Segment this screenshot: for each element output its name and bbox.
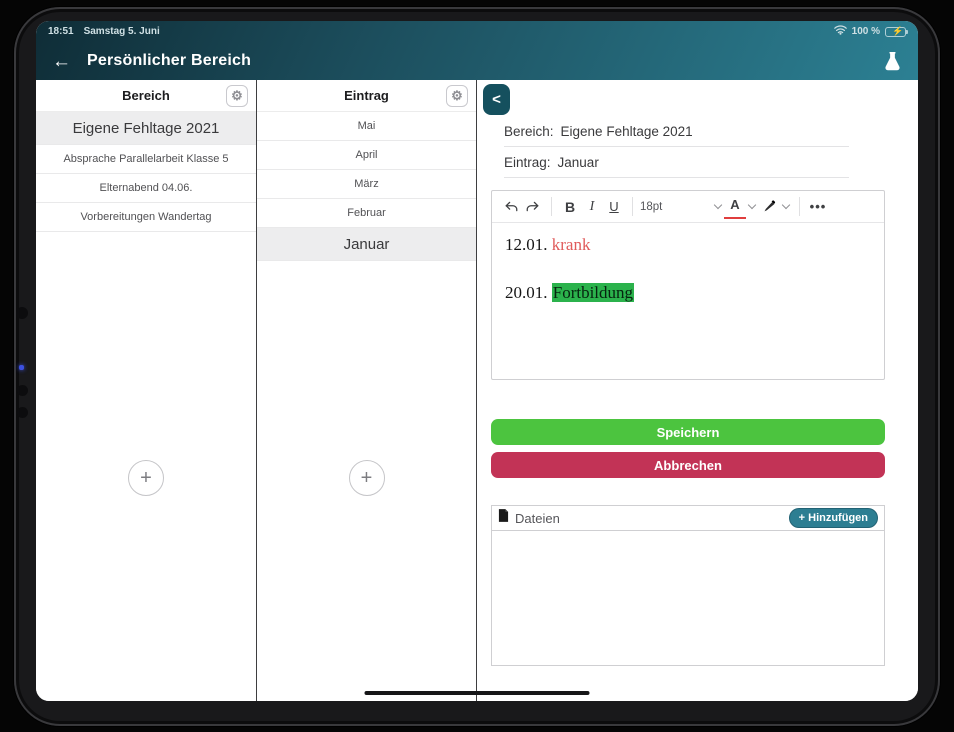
bold-button[interactable]: B bbox=[564, 198, 576, 215]
collapse-panel-button[interactable]: < bbox=[483, 84, 510, 115]
bereich-column-header: Bereich ⚙ bbox=[36, 80, 256, 112]
file-icon bbox=[498, 509, 509, 527]
eintrag-item-maerz[interactable]: März bbox=[257, 170, 476, 199]
tablet-frame: 18:51 Samstag 5. Juni 100 % ⚡ bbox=[14, 7, 940, 726]
add-bereich-button[interactable]: + bbox=[128, 460, 164, 496]
bereich-item-absprache[interactable]: Absprache Parallelarbeit Klasse 5 bbox=[36, 145, 256, 174]
navigation-bar: ← Persönlicher Bereich bbox=[36, 42, 918, 80]
eintrag-item-januar[interactable]: Januar bbox=[257, 228, 476, 261]
eintrag-column: Eintrag ⚙ Mai April März Februar Januar … bbox=[257, 80, 477, 701]
chevron-down-icon[interactable] bbox=[747, 200, 757, 210]
editor-line: 12.01. krank bbox=[505, 235, 591, 254]
bereich-field-value: Eigene Fehltage 2021 bbox=[560, 124, 693, 139]
toolbar-separator bbox=[799, 197, 800, 216]
toolbar-separator bbox=[632, 197, 633, 216]
eintrag-item-april[interactable]: April bbox=[257, 141, 476, 170]
eintrag-field-value: Januar bbox=[557, 155, 599, 170]
status-time: 18:51 bbox=[48, 26, 74, 37]
chevron-down-icon[interactable] bbox=[781, 200, 791, 210]
chevron-down-icon bbox=[713, 200, 723, 210]
red-text: krank bbox=[551, 235, 591, 254]
files-section: Dateien + Hinzufügen bbox=[491, 505, 885, 666]
font-size-select[interactable]: 18pt bbox=[640, 201, 724, 213]
battery-icon: ⚡ bbox=[885, 26, 908, 37]
files-header: Dateien + Hinzufügen bbox=[492, 506, 884, 531]
editor-content[interactable]: 12.01. krank 20.01. Fortbildung bbox=[492, 223, 884, 380]
flask-icon[interactable] bbox=[883, 51, 902, 72]
side-button bbox=[17, 385, 28, 396]
eintrag-header-label: Eintrag bbox=[344, 88, 389, 103]
eintrag-item-mai[interactable]: Mai bbox=[257, 112, 476, 141]
bereich-header-label: Bereich bbox=[122, 88, 170, 103]
side-button bbox=[16, 307, 28, 319]
wifi-icon bbox=[833, 25, 847, 38]
editor-toolbar: B I U 18pt A bbox=[492, 191, 884, 223]
back-icon[interactable]: ← bbox=[52, 50, 71, 72]
undo-icon[interactable] bbox=[500, 195, 522, 219]
underline-button[interactable]: U bbox=[609, 199, 619, 214]
add-eintrag-button[interactable]: + bbox=[348, 460, 385, 496]
app-screen: 18:51 Samstag 5. Juni 100 % ⚡ bbox=[36, 21, 918, 701]
bereich-item-elternabend[interactable]: Elternabend 04.06. bbox=[36, 174, 256, 203]
bereich-field-label: Bereich: bbox=[504, 124, 554, 139]
app-header: 18:51 Samstag 5. Juni 100 % ⚡ bbox=[36, 21, 918, 80]
more-options-icon[interactable]: ••• bbox=[809, 199, 827, 214]
gear-icon[interactable]: ⚙ bbox=[446, 85, 468, 107]
page-title: Persönlicher Bereich bbox=[87, 52, 252, 69]
detail-panel: < Bereich: Eigene Fehltage 2021 Eintrag:… bbox=[477, 80, 918, 701]
highlighted-text: Fortbildung bbox=[551, 283, 635, 302]
bereich-item-eigene-fehltage[interactable]: Eigene Fehltage 2021 bbox=[36, 112, 256, 145]
bereich-item-wandertag[interactable]: Vorbereitungen Wandertag bbox=[36, 203, 256, 232]
battery-percent: 100 % bbox=[851, 26, 880, 37]
highlight-pen-icon[interactable] bbox=[758, 195, 780, 219]
add-file-button[interactable]: + Hinzufügen bbox=[788, 508, 878, 528]
eintrag-column-header: Eintrag ⚙ bbox=[257, 80, 476, 112]
pencil-charge-led bbox=[19, 365, 24, 370]
eintrag-item-februar[interactable]: Februar bbox=[257, 199, 476, 228]
side-button bbox=[17, 407, 28, 418]
rich-text-editor: B I U 18pt A bbox=[491, 190, 885, 380]
editor-line: 20.01. Fortbildung bbox=[505, 283, 635, 302]
files-title: Dateien bbox=[515, 510, 560, 526]
content-area: Bereich ⚙ Eigene Fehltage 2021 Absprache… bbox=[36, 80, 918, 701]
gear-icon[interactable]: ⚙ bbox=[226, 85, 248, 107]
italic-button[interactable]: I bbox=[589, 198, 595, 214]
status-date: Samstag 5. Juni bbox=[83, 26, 160, 37]
eintrag-field[interactable]: Eintrag: Januar bbox=[504, 155, 849, 178]
files-list-empty[interactable] bbox=[492, 531, 884, 665]
status-bar: 18:51 Samstag 5. Juni 100 % ⚡ bbox=[36, 21, 918, 42]
bereich-column: Bereich ⚙ Eigene Fehltage 2021 Absprache… bbox=[36, 80, 257, 701]
bereich-field[interactable]: Bereich: Eigene Fehltage 2021 bbox=[504, 124, 849, 147]
eintrag-field-label: Eintrag: bbox=[504, 155, 551, 170]
toolbar-separator bbox=[551, 197, 552, 216]
redo-icon[interactable] bbox=[522, 195, 544, 219]
home-indicator[interactable] bbox=[364, 691, 590, 695]
save-button[interactable]: Speichern bbox=[491, 419, 885, 445]
text-color-button[interactable]: A bbox=[724, 195, 746, 219]
cancel-button[interactable]: Abbrechen bbox=[491, 452, 885, 478]
